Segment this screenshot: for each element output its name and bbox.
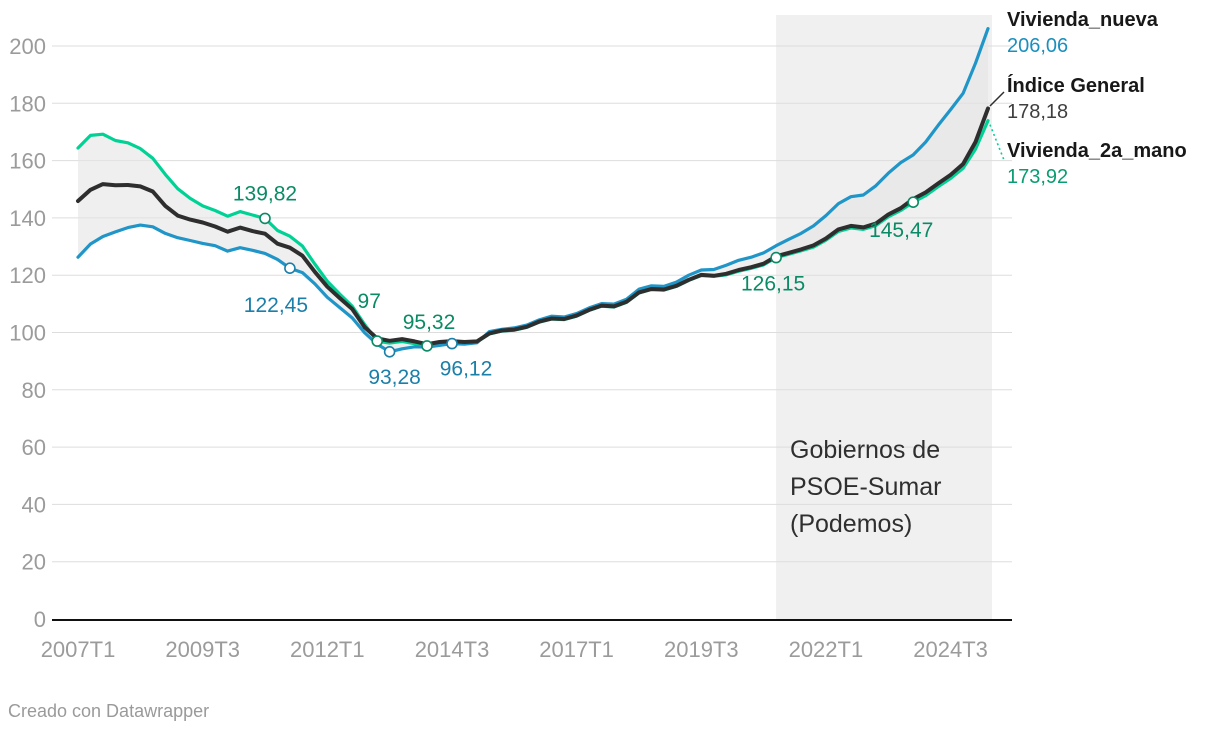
y-tick-label: 20 [22, 550, 46, 575]
annotation-marker [383, 345, 396, 358]
annotation-label: 122,45 [244, 294, 308, 317]
legend-name-indice-general: Índice General [1007, 75, 1145, 97]
y-tick-label: 0 [34, 607, 46, 632]
y-tick-label: 200 [9, 34, 46, 59]
legend-value-vivienda-nueva: 206,06 [1007, 35, 1069, 57]
x-tick-label: 2019T3 [664, 637, 739, 662]
annotation-marker [259, 212, 271, 225]
highlight-label-line-3: (Podemos) [790, 510, 913, 538]
annotation-label: 97 [358, 290, 381, 313]
annotation-label: 93,28 [368, 366, 421, 389]
legend-name-vivienda-2a-mano: Vivienda_2a_mano [1007, 140, 1187, 162]
y-tick-label: 100 [9, 321, 46, 346]
annotation-label: 139,82 [233, 182, 297, 205]
x-tick-label: 2012T1 [290, 637, 365, 662]
y-tick-label: 180 [9, 91, 46, 116]
annotation-label: 96,12 [440, 358, 493, 381]
annotation-marker [284, 262, 296, 275]
legend-value-vivienda-2a-mano: 173,92 [1007, 166, 1069, 188]
range-band [78, 28, 988, 352]
highlight-label-line-2: PSOE-Sumar [790, 473, 942, 501]
series-line-1 [76, 106, 990, 347]
y-tick-label: 80 [22, 378, 46, 403]
x-tick-label: 2014T3 [415, 637, 490, 662]
annotation-label: 95,32 [403, 311, 456, 334]
annotation-label: 145,47 [869, 219, 933, 242]
annotation-marker [421, 340, 433, 352]
leader-line-vivienda-2a-mano [989, 124, 1005, 161]
annotation-marker [907, 196, 920, 208]
x-tick-label: 2024T3 [913, 637, 988, 662]
annotation-marker [446, 337, 458, 350]
x-tick-label: 2022T1 [789, 637, 864, 662]
highlight-label-line-1: Gobiernos de [790, 436, 941, 464]
x-tick-label: 2017T1 [539, 637, 614, 662]
legend-name-vivienda-nueva: Vivienda_nueva [1007, 9, 1158, 31]
y-tick-label: 140 [9, 206, 46, 231]
leader-line-indice-general [989, 91, 1005, 107]
annotation-marker [371, 335, 384, 347]
annotation-label: 126,15 [741, 273, 805, 296]
highlight-region-label: Gobiernos de PSOE-Sumar (Podemos) [790, 432, 941, 543]
annotation-marker [770, 251, 782, 264]
x-tick-label: 2007T1 [41, 637, 116, 662]
x-tick-label: 2009T3 [165, 637, 240, 662]
y-tick-label: 60 [22, 435, 46, 460]
legend-value-indice-general: 178,18 [1007, 101, 1069, 123]
y-tick-label: 120 [9, 263, 46, 288]
y-tick-label: 40 [22, 492, 46, 517]
y-tick-label: 160 [9, 149, 46, 174]
attribution-link[interactable]: Creado con Datawrapper [8, 701, 210, 721]
